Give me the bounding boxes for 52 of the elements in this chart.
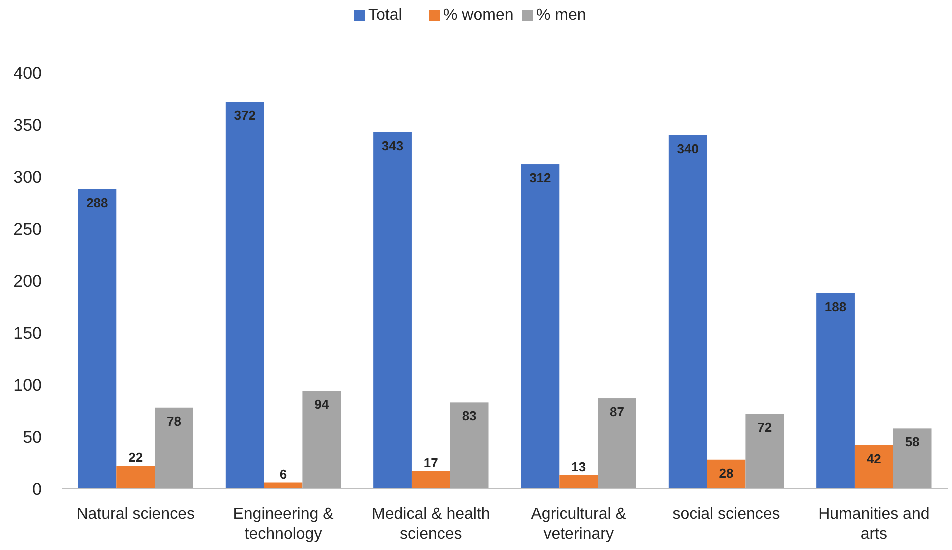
bar xyxy=(816,293,855,489)
data-label: 288 xyxy=(86,195,108,210)
data-label: 78 xyxy=(166,414,182,429)
legend-label: Total xyxy=(368,7,402,24)
data-label: 17 xyxy=(424,455,438,470)
bar xyxy=(893,428,932,489)
x-tick-label: Engineering & technology xyxy=(233,506,334,543)
bar xyxy=(598,398,636,489)
bar xyxy=(78,189,117,489)
bar xyxy=(116,466,156,489)
legend-label: % men xyxy=(536,7,586,24)
x-tick-label: Natural sciences xyxy=(76,506,195,523)
y-tick-label: 250 xyxy=(14,220,42,239)
data-label: 58 xyxy=(905,434,920,450)
y-tick-label: 0 xyxy=(32,480,42,499)
bar xyxy=(155,408,194,489)
data-label: 188 xyxy=(824,299,847,314)
data-label: 42 xyxy=(866,451,882,466)
data-label: 72 xyxy=(758,420,772,436)
legend-label: % women xyxy=(444,7,514,24)
y-tick-label: 200 xyxy=(14,272,42,291)
data-label: 372 xyxy=(234,108,256,124)
data-label: 343 xyxy=(382,138,404,154)
x-tick-label: Humanities and arts xyxy=(818,506,930,543)
data-label: 94 xyxy=(314,397,330,412)
bar xyxy=(450,402,489,489)
bar xyxy=(374,132,412,489)
data-label: 6 xyxy=(280,466,288,482)
bar xyxy=(521,164,560,489)
y-tick-label: 350 xyxy=(14,116,42,135)
x-tick-label: social sciences xyxy=(672,506,780,523)
y-tick-label: 50 xyxy=(23,428,42,447)
bar xyxy=(226,102,264,489)
data-label: 87 xyxy=(610,404,624,420)
bar xyxy=(746,414,784,489)
bar xyxy=(560,475,598,489)
x-tick-label: Agricultural & veterinary xyxy=(531,506,627,543)
y-tick-label: 100 xyxy=(14,376,42,395)
y-tick-label: 300 xyxy=(14,168,42,187)
data-label: 28 xyxy=(719,466,734,481)
y-tick-label: 400 xyxy=(14,64,42,83)
data-label: 340 xyxy=(677,141,699,156)
data-label: 13 xyxy=(572,459,586,474)
data-label: 22 xyxy=(128,450,144,466)
bar xyxy=(412,471,450,489)
data-label: 83 xyxy=(462,408,477,424)
bar xyxy=(854,445,894,489)
y-tick-label: 150 xyxy=(14,324,42,343)
bar xyxy=(302,391,342,489)
x-tick-label: Medical & health sciences xyxy=(372,506,490,543)
data-label: 312 xyxy=(530,170,552,186)
bar xyxy=(668,135,708,489)
